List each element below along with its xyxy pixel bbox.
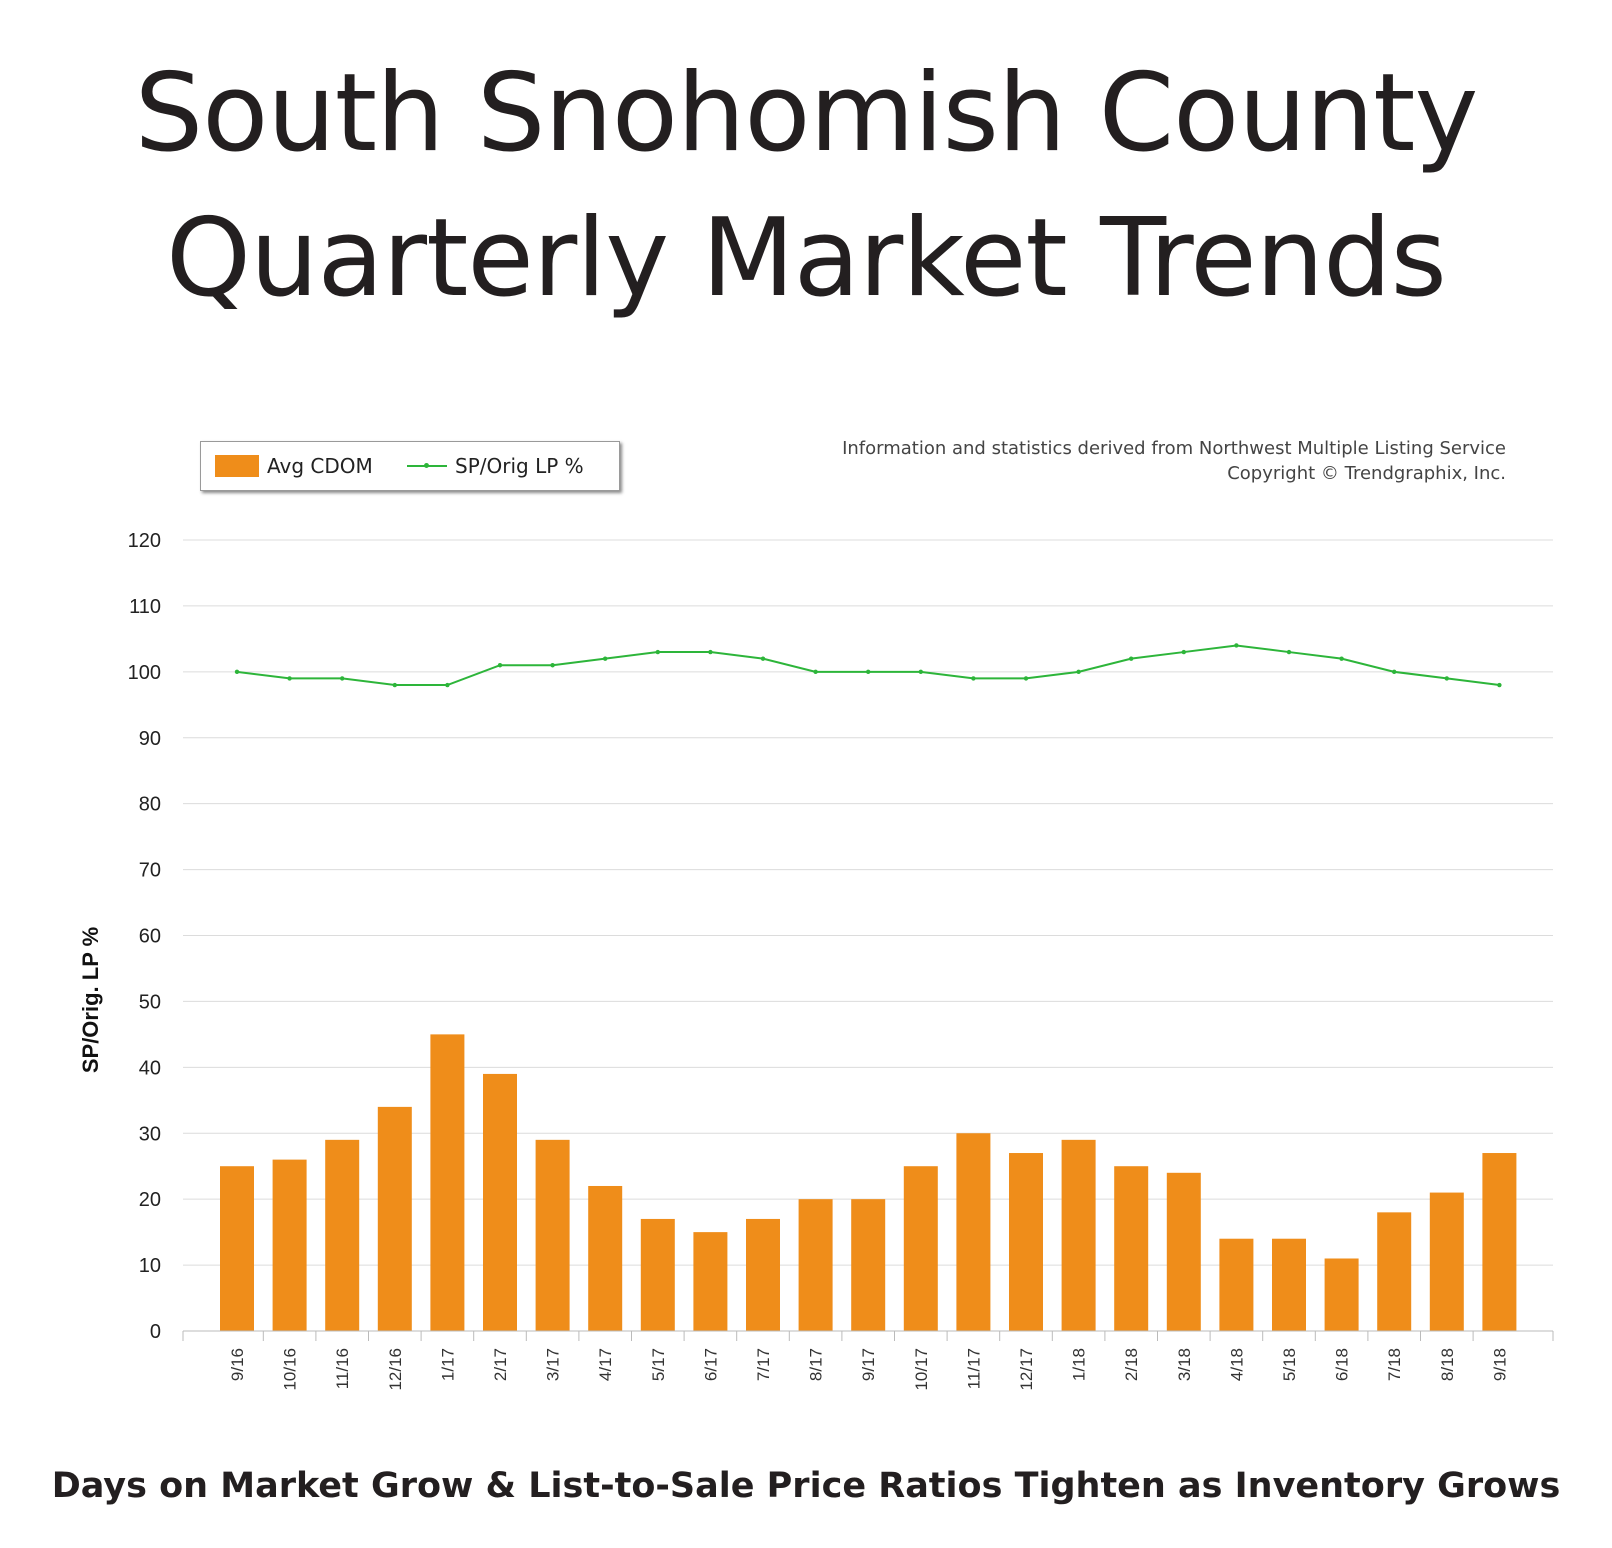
line-point (1392, 670, 1396, 674)
line-point (603, 656, 607, 660)
x-tick-label: 6/18 (1333, 1348, 1352, 1381)
line-point (708, 650, 712, 654)
line-point (1182, 650, 1186, 654)
line-point (340, 676, 344, 680)
y-axis-label: SP/Orig. LP % (78, 927, 103, 1073)
x-tick-label: 4/17 (596, 1348, 615, 1381)
line-point (445, 683, 449, 687)
x-tick-label: 3/17 (544, 1348, 563, 1381)
bar (851, 1199, 885, 1331)
bar (273, 1160, 307, 1331)
y-tick-label: 70 (139, 860, 161, 882)
x-tick-label: 5/17 (649, 1348, 668, 1381)
line-point (1339, 656, 1343, 660)
line-point (1129, 656, 1133, 660)
line-point (919, 670, 923, 674)
line-point (498, 663, 502, 667)
x-tick-label: 7/18 (1385, 1348, 1404, 1381)
bar-series (220, 1034, 1516, 1331)
x-axis-ticks: 9/16 10/16 11/16 12/16 1/17 2/17 3/17 4/17 5/17 6… (183, 1331, 1553, 1391)
x-tick-label: 10/17 (912, 1348, 931, 1391)
bar (1482, 1153, 1516, 1331)
bar (693, 1232, 727, 1331)
bar (1272, 1239, 1306, 1331)
line-point (235, 670, 239, 674)
y-tick-label: 100 (128, 662, 161, 684)
line-point (550, 663, 554, 667)
x-tick-label: 7/17 (754, 1348, 773, 1381)
line-point (971, 676, 975, 680)
x-tick-label: 11/16 (333, 1348, 352, 1389)
bar (746, 1219, 780, 1331)
bar (378, 1107, 412, 1331)
line-point (1497, 683, 1501, 687)
line-point (393, 683, 397, 687)
bar (956, 1133, 990, 1331)
line-point (813, 670, 817, 674)
x-tick-label: 8/17 (807, 1348, 826, 1381)
x-tick-label: 1/18 (1070, 1348, 1089, 1381)
y-tick-label: 110 (129, 596, 161, 618)
bar (641, 1219, 675, 1331)
x-tick-label: 5/18 (1280, 1348, 1299, 1381)
bar (430, 1034, 464, 1331)
bar (325, 1140, 359, 1331)
page-subtitle: Days on Market Grow & List-to-Sale Price… (0, 1466, 1612, 1506)
line-point (656, 650, 660, 654)
y-tick-label: 0 (150, 1321, 161, 1343)
x-tick-label: 11/17 (964, 1348, 983, 1389)
bar (904, 1166, 938, 1331)
x-tick-label: 12/16 (386, 1348, 405, 1391)
x-tick-label: 1/17 (438, 1348, 457, 1381)
bar (1062, 1140, 1096, 1331)
bar (1219, 1239, 1253, 1331)
x-tick-label: 12/17 (1017, 1348, 1036, 1391)
y-tick-label: 30 (139, 1123, 161, 1145)
bar (1167, 1173, 1201, 1331)
y-tick-label: 90 (139, 728, 161, 750)
x-tick-label: 3/18 (1175, 1348, 1194, 1381)
bar (1377, 1212, 1411, 1331)
y-tick-label: 50 (139, 991, 161, 1013)
line-point (866, 670, 870, 674)
bar (799, 1199, 833, 1331)
y-tick-label: 10 (139, 1255, 161, 1277)
x-tick-label: 10/16 (281, 1348, 300, 1391)
line-point (761, 656, 765, 660)
bar (483, 1074, 517, 1331)
bar (1325, 1258, 1359, 1331)
x-tick-label: 9/17 (859, 1348, 878, 1381)
bar (588, 1186, 622, 1331)
line-point (1445, 676, 1449, 680)
x-tick-label: 2/18 (1122, 1348, 1141, 1381)
y-tick-label: 40 (139, 1057, 161, 1079)
y-tick-label: 60 (139, 926, 161, 948)
bar (1430, 1193, 1464, 1331)
line-point (287, 676, 291, 680)
line-point (1076, 670, 1080, 674)
line-point (1234, 643, 1238, 647)
bar (1009, 1153, 1043, 1331)
x-tick-label: 4/18 (1227, 1348, 1246, 1381)
x-tick-label: 2/17 (491, 1348, 510, 1381)
x-tick-label: 8/18 (1438, 1348, 1457, 1381)
x-tick-label: 9/16 (228, 1348, 247, 1381)
bar (536, 1140, 570, 1331)
line-point (1287, 650, 1291, 654)
line-series (235, 643, 1502, 687)
y-axis-ticks: 0 10 20 30 40 50 60 70 80 90 100 110 120 (128, 530, 161, 1343)
y-tick-label: 20 (139, 1189, 161, 1211)
line-point (1024, 676, 1028, 680)
bar (220, 1166, 254, 1331)
x-tick-label: 6/17 (701, 1348, 720, 1381)
y-tick-label: 80 (139, 794, 161, 816)
y-tick-label: 120 (128, 530, 161, 552)
series-line (237, 645, 1499, 685)
x-tick-label: 9/18 (1490, 1348, 1509, 1381)
bar (1114, 1166, 1148, 1331)
